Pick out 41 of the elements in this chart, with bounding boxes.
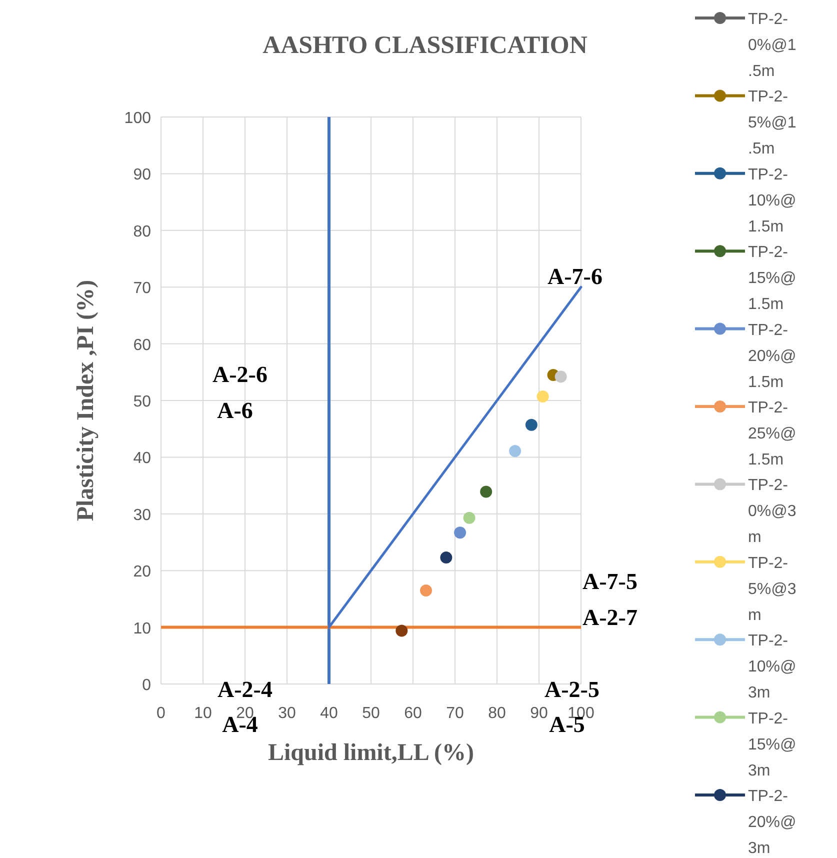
annotation: A-2-4 (218, 677, 273, 702)
legend-label: TP-2-20%@1.5m (748, 322, 796, 391)
x-tick-label: 40 (320, 705, 338, 722)
y-tick-label: 40 (133, 450, 152, 468)
x-tick-label: 10 (194, 705, 212, 722)
legend-label: TP-2-15%@1.5m (748, 244, 796, 314)
y-tick-label: 10 (133, 620, 152, 638)
legend-label: TP-2-15%@3m (748, 710, 796, 780)
y-tick-label: 100 (124, 110, 152, 127)
y-tick-label: 70 (133, 280, 152, 298)
y-tick-label: 20 (133, 564, 152, 581)
x-tick-label: 0 (156, 705, 166, 722)
x-tick-label: 30 (278, 705, 296, 722)
annotation: A-7-6 (548, 264, 602, 289)
y-tick-label: 30 (133, 506, 152, 524)
legend-label: TP-2-5%@1.5m (748, 88, 796, 158)
x-tick-label: 60 (404, 705, 422, 722)
legend-label: TP-2-0%@3m (748, 477, 796, 546)
y-axis-title: Plasticity Index ,PI (%) (73, 280, 99, 522)
legend-label: TP-2-5%@3m (748, 554, 796, 624)
legend-label: TP-2-10%@1.5m (748, 166, 796, 236)
legend-label: TP-2-20%@3m (748, 788, 796, 857)
annotation: A-2-5 (544, 677, 600, 702)
text: A-7-5 (582, 569, 638, 594)
y-tick-label: 50 (133, 394, 152, 410)
y-tick-label: 80 (133, 223, 152, 240)
x-tick-label: 80 (488, 705, 506, 722)
chart-title: AASHTO CLASSIFICATION (262, 32, 588, 59)
annotation: A-6 (217, 398, 253, 423)
x-tick-label: 90 (530, 705, 548, 722)
x-tick-label: 50 (362, 705, 380, 722)
annotation: A-2-6 (212, 362, 268, 387)
y-tick-label: 60 (133, 336, 152, 354)
legend-label: TP-2-0%@1.5m (748, 11, 796, 80)
text: A-2-7 (582, 605, 638, 630)
x-axis-title: Liquid limit,LL (%) (268, 740, 474, 766)
y-tick-label: 90 (133, 166, 152, 184)
x-tick-label: 70 (446, 705, 464, 722)
legend-label: TP-2-25%@1.5m (748, 400, 796, 468)
y-tick-label: 0 (142, 677, 152, 694)
legend-label: TP-2-10%@3m (748, 632, 796, 702)
